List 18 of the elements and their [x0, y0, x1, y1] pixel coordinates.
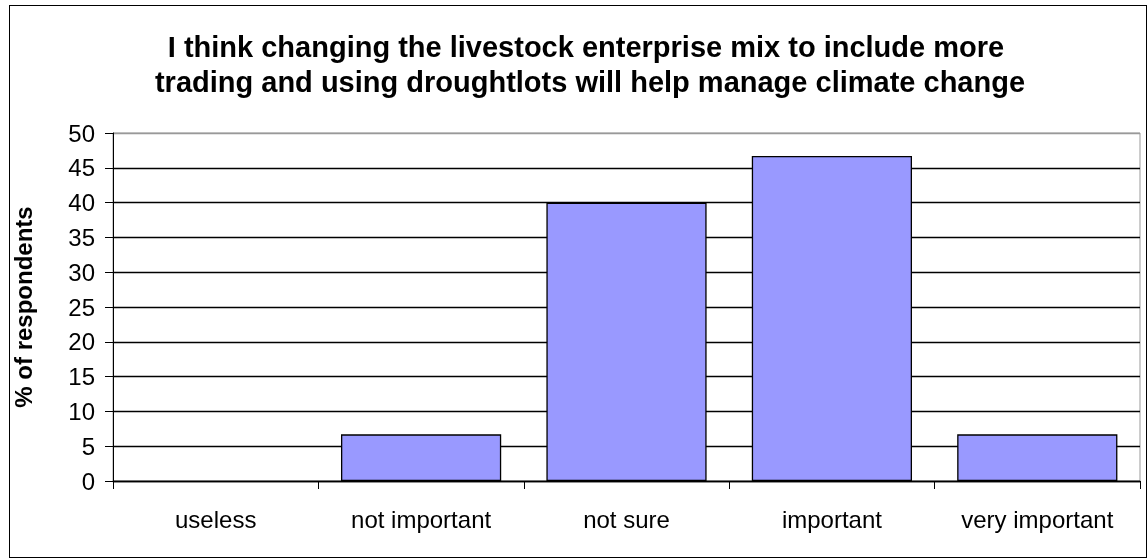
y-axis-title: % of respondents: [9, 206, 37, 408]
y-tick-label: 25: [68, 293, 95, 321]
x-tick-label: not sure: [583, 505, 670, 533]
y-tick-label: 15: [68, 363, 95, 391]
y-tick-label: 30: [68, 258, 95, 286]
y-tick-label: 35: [68, 223, 95, 251]
x-tick-label: useless: [175, 505, 257, 533]
x-tick-label: important: [781, 505, 883, 533]
y-tick-label: 45: [68, 154, 95, 182]
x-tick-label: not important: [351, 505, 492, 533]
y-tick-label: 50: [68, 119, 95, 147]
chart-title: I think changing the livestock enterprise mix to include more trading and using droughtlots will help manage climate change: [154, 30, 1026, 98]
y-tick-label: 40: [68, 189, 95, 217]
y-tick-label: 20: [68, 328, 95, 356]
y-tick-label: 0: [81, 467, 95, 495]
y-tick-label: 5: [81, 432, 95, 460]
y-tick-label: 10: [68, 397, 95, 425]
x-tick-label: very important: [961, 505, 1114, 533]
